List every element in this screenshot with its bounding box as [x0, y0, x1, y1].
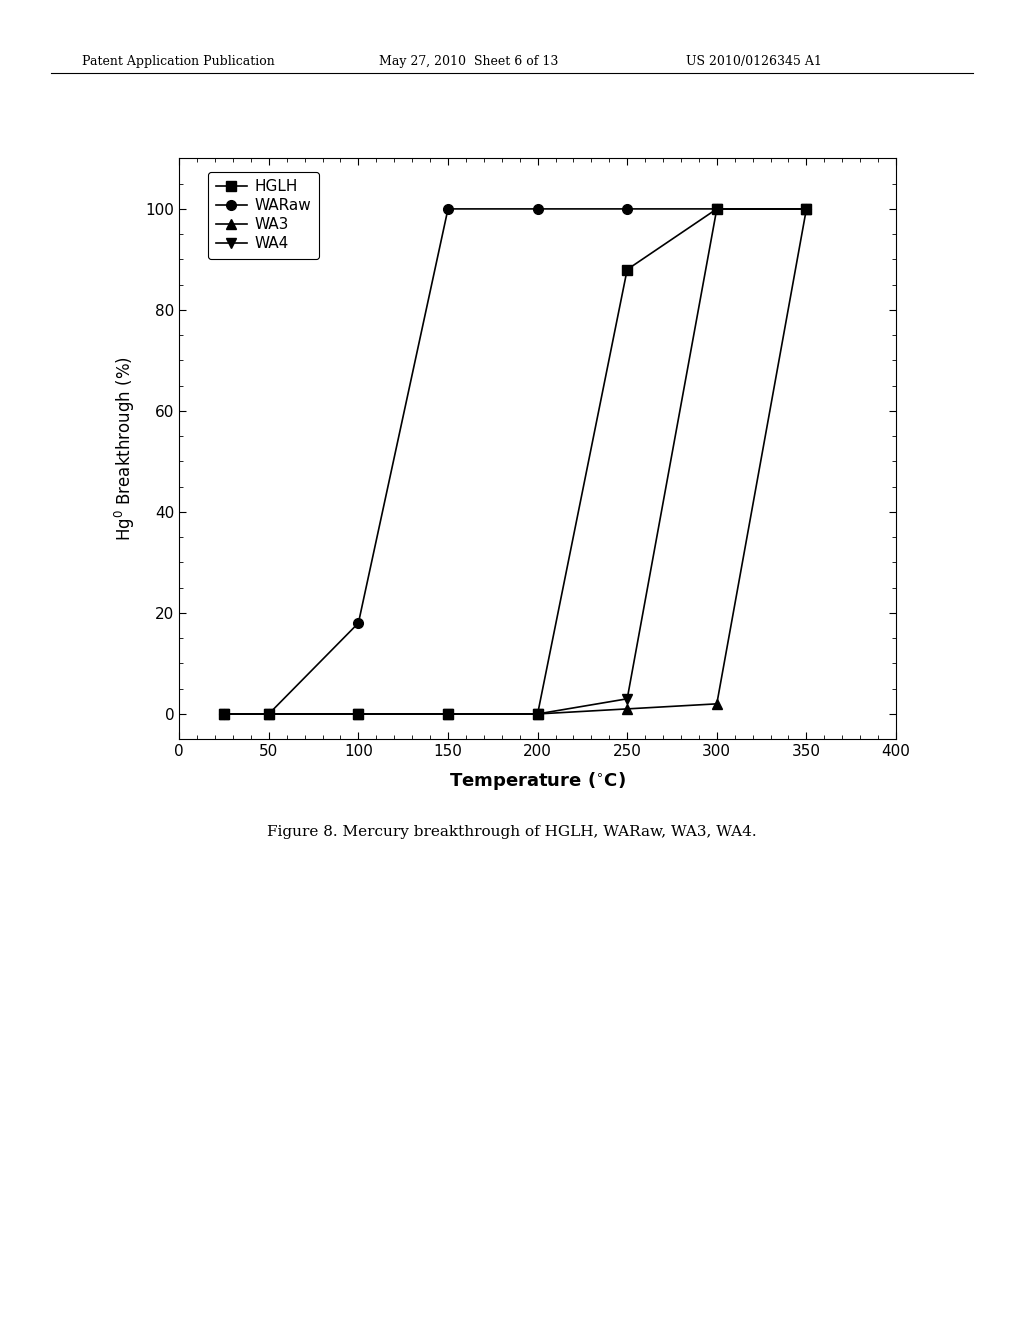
WA4: [711, 201, 723, 216]
WA4: [621, 690, 633, 706]
Y-axis label: Hg$^{0}$ Breakthrough (%): Hg$^{0}$ Breakthrough (%): [113, 356, 137, 541]
Line: WARaw: WARaw: [219, 205, 811, 719]
Text: US 2010/0126345 A1: US 2010/0126345 A1: [686, 55, 822, 69]
WARaw: [218, 706, 230, 722]
Line: WA3: WA3: [219, 205, 811, 719]
HGLH: [441, 706, 454, 722]
WA3: [800, 201, 812, 216]
WA3: [218, 706, 230, 722]
HGLH: [800, 201, 812, 216]
X-axis label: Temperature ($^{\circ}$C): Temperature ($^{\circ}$C): [450, 770, 626, 792]
WA4: [262, 706, 274, 722]
WARaw: [711, 201, 723, 216]
Text: Patent Application Publication: Patent Application Publication: [82, 55, 274, 69]
WA3: [711, 696, 723, 711]
WA4: [531, 706, 544, 722]
WARaw: [800, 201, 812, 216]
WA3: [441, 706, 454, 722]
HGLH: [621, 261, 633, 277]
WA3: [352, 706, 365, 722]
WA4: [352, 706, 365, 722]
WA3: [531, 706, 544, 722]
WARaw: [531, 201, 544, 216]
WARaw: [352, 615, 365, 631]
Line: HGLH: HGLH: [219, 205, 811, 719]
WA4: [800, 201, 812, 216]
HGLH: [352, 706, 365, 722]
WA3: [621, 701, 633, 717]
Text: Figure 8. Mercury breakthrough of HGLH, WARaw, WA3, WA4.: Figure 8. Mercury breakthrough of HGLH, …: [267, 825, 757, 840]
WARaw: [441, 201, 454, 216]
HGLH: [262, 706, 274, 722]
HGLH: [711, 201, 723, 216]
Line: WA4: WA4: [219, 205, 811, 719]
HGLH: [531, 706, 544, 722]
Legend: HGLH, WARaw, WA3, WA4: HGLH, WARaw, WA3, WA4: [208, 172, 318, 259]
HGLH: [218, 706, 230, 722]
WARaw: [262, 706, 274, 722]
WARaw: [621, 201, 633, 216]
WA3: [262, 706, 274, 722]
WA4: [441, 706, 454, 722]
Text: May 27, 2010  Sheet 6 of 13: May 27, 2010 Sheet 6 of 13: [379, 55, 558, 69]
WA4: [218, 706, 230, 722]
